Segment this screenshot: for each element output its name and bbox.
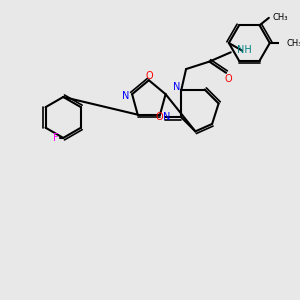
Text: F: F <box>53 133 58 143</box>
Text: NH: NH <box>237 46 252 56</box>
Text: CH₃: CH₃ <box>273 13 288 22</box>
Text: N: N <box>163 112 170 122</box>
Text: N: N <box>173 82 180 92</box>
Text: O: O <box>224 74 232 84</box>
Text: N: N <box>122 91 129 101</box>
Text: CH₃: CH₃ <box>286 38 300 47</box>
Text: O: O <box>145 70 153 81</box>
Text: O: O <box>155 112 163 122</box>
